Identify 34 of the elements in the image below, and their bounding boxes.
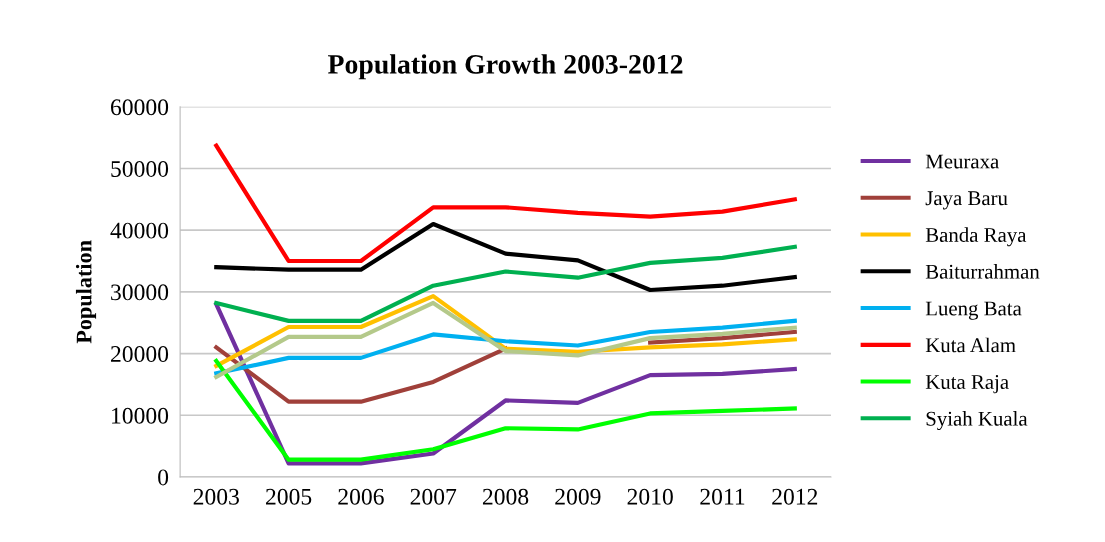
x-tick-label: 2012 [772,488,818,505]
line-series [214,358,797,462]
y-tick-label: 50000 [111,160,169,177]
y-tick-label: 40000 [110,222,169,239]
line-series [214,143,797,264]
line-series [214,221,797,293]
x-tick-label: 2009 [555,488,601,505]
y-tick-label: 10000 [112,407,169,424]
x-tick-label: 2010 [627,488,673,505]
legend-label: Banda Raya [925,227,1027,247]
legend-label: Meuraxa [925,154,999,169]
x-tick-label: 2007 [410,488,457,505]
y-tick-label: 60000 [110,99,169,116]
line-series [214,294,797,368]
line-series [214,318,797,376]
y-tick-label: 20000 [111,346,169,362]
y-tick-label: 0 [158,469,169,486]
legend-label: Lueng Bata [925,301,1022,320]
y-axis-title: Population [75,240,97,344]
legend-label: Kuta Raja [925,375,1009,394]
line-series [214,300,797,380]
line-series [214,302,797,466]
x-tick-label: 2006 [338,488,384,505]
y-tick-label: 30000 [111,284,169,301]
x-tick-label: 2008 [482,488,529,505]
legend-label: Baiturrahman [925,264,1040,279]
legend-label: Kuta Alam [925,337,1016,353]
x-tick-label: 2003 [193,488,239,505]
chart-title: Population Growth 2003-2012 [328,54,683,80]
x-tick-label: 2011 [700,488,745,505]
legend-label: Syiah Kuala [926,411,1028,431]
x-tick-label: 2005 [266,488,312,505]
line-series [214,244,797,323]
legend-label: Jaya Baru [925,191,1008,210]
